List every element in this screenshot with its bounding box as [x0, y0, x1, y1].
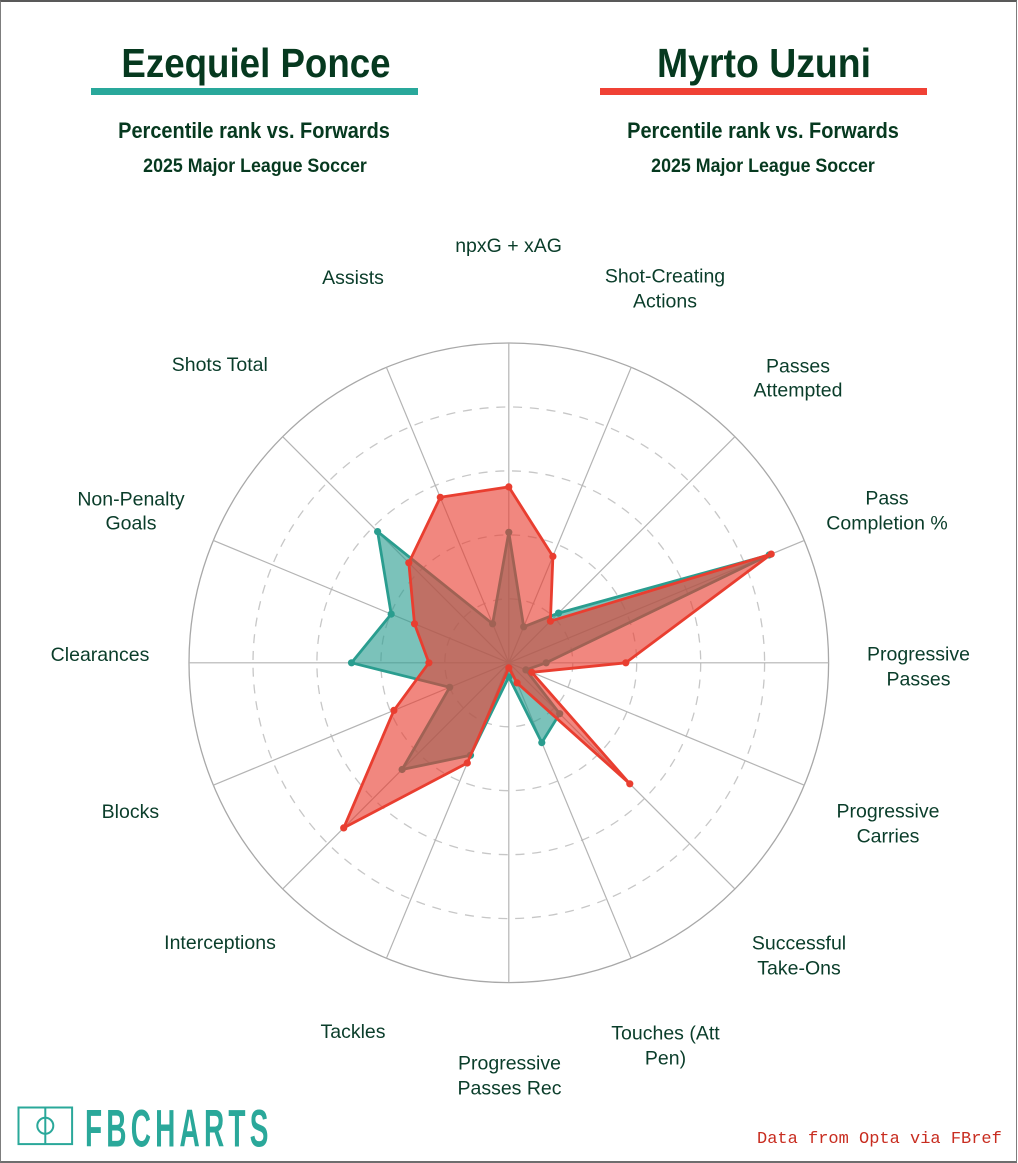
svg-text:FBCHARTS: FBCHARTS — [85, 1099, 273, 1158]
